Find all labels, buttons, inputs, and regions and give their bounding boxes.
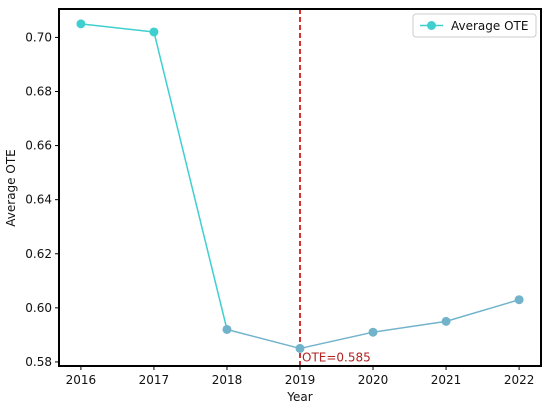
y-tick-label: 0.66 bbox=[25, 139, 52, 153]
series-line-segment bbox=[226, 328, 301, 350]
plot-frame bbox=[58, 8, 542, 367]
x-tick-label: 2022 bbox=[504, 373, 535, 387]
legend-marker-sample bbox=[427, 21, 436, 30]
series-line-segment bbox=[299, 331, 374, 350]
x-tick-label: 2017 bbox=[139, 373, 170, 387]
data-point bbox=[514, 295, 524, 305]
series-line-segment bbox=[445, 299, 520, 323]
y-tick-label: 0.62 bbox=[25, 247, 52, 261]
y-tick-label: 0.70 bbox=[25, 30, 52, 44]
data-point bbox=[441, 316, 451, 326]
x-tick-label: 2016 bbox=[66, 373, 97, 387]
x-axis-label: Year bbox=[286, 390, 312, 404]
data-point bbox=[76, 19, 86, 29]
legend-box bbox=[412, 13, 537, 38]
series-line-segment bbox=[372, 320, 447, 333]
data-point bbox=[222, 324, 232, 334]
series-line-segment bbox=[80, 23, 155, 33]
y-tick-label: 0.60 bbox=[25, 301, 52, 315]
annotation-label: OTE=0.585 bbox=[302, 350, 371, 364]
y-axis-label: Average OTE bbox=[4, 149, 18, 226]
x-tick-label: 2021 bbox=[431, 373, 462, 387]
x-tick-label: 2018 bbox=[212, 373, 243, 387]
series-line-segment bbox=[153, 31, 228, 330]
y-tick-label: 0.64 bbox=[25, 193, 52, 207]
legend-entry-average-ote: Average OTE bbox=[451, 19, 528, 33]
data-point bbox=[149, 27, 159, 37]
data-point bbox=[368, 327, 378, 337]
x-tick-label: 2019 bbox=[285, 373, 316, 387]
y-tick-label: 0.68 bbox=[25, 84, 52, 98]
y-tick-label: 0.58 bbox=[25, 355, 52, 369]
x-tick-label: 2020 bbox=[358, 373, 389, 387]
data-point bbox=[295, 343, 305, 353]
legend: Average OTE bbox=[412, 13, 537, 38]
